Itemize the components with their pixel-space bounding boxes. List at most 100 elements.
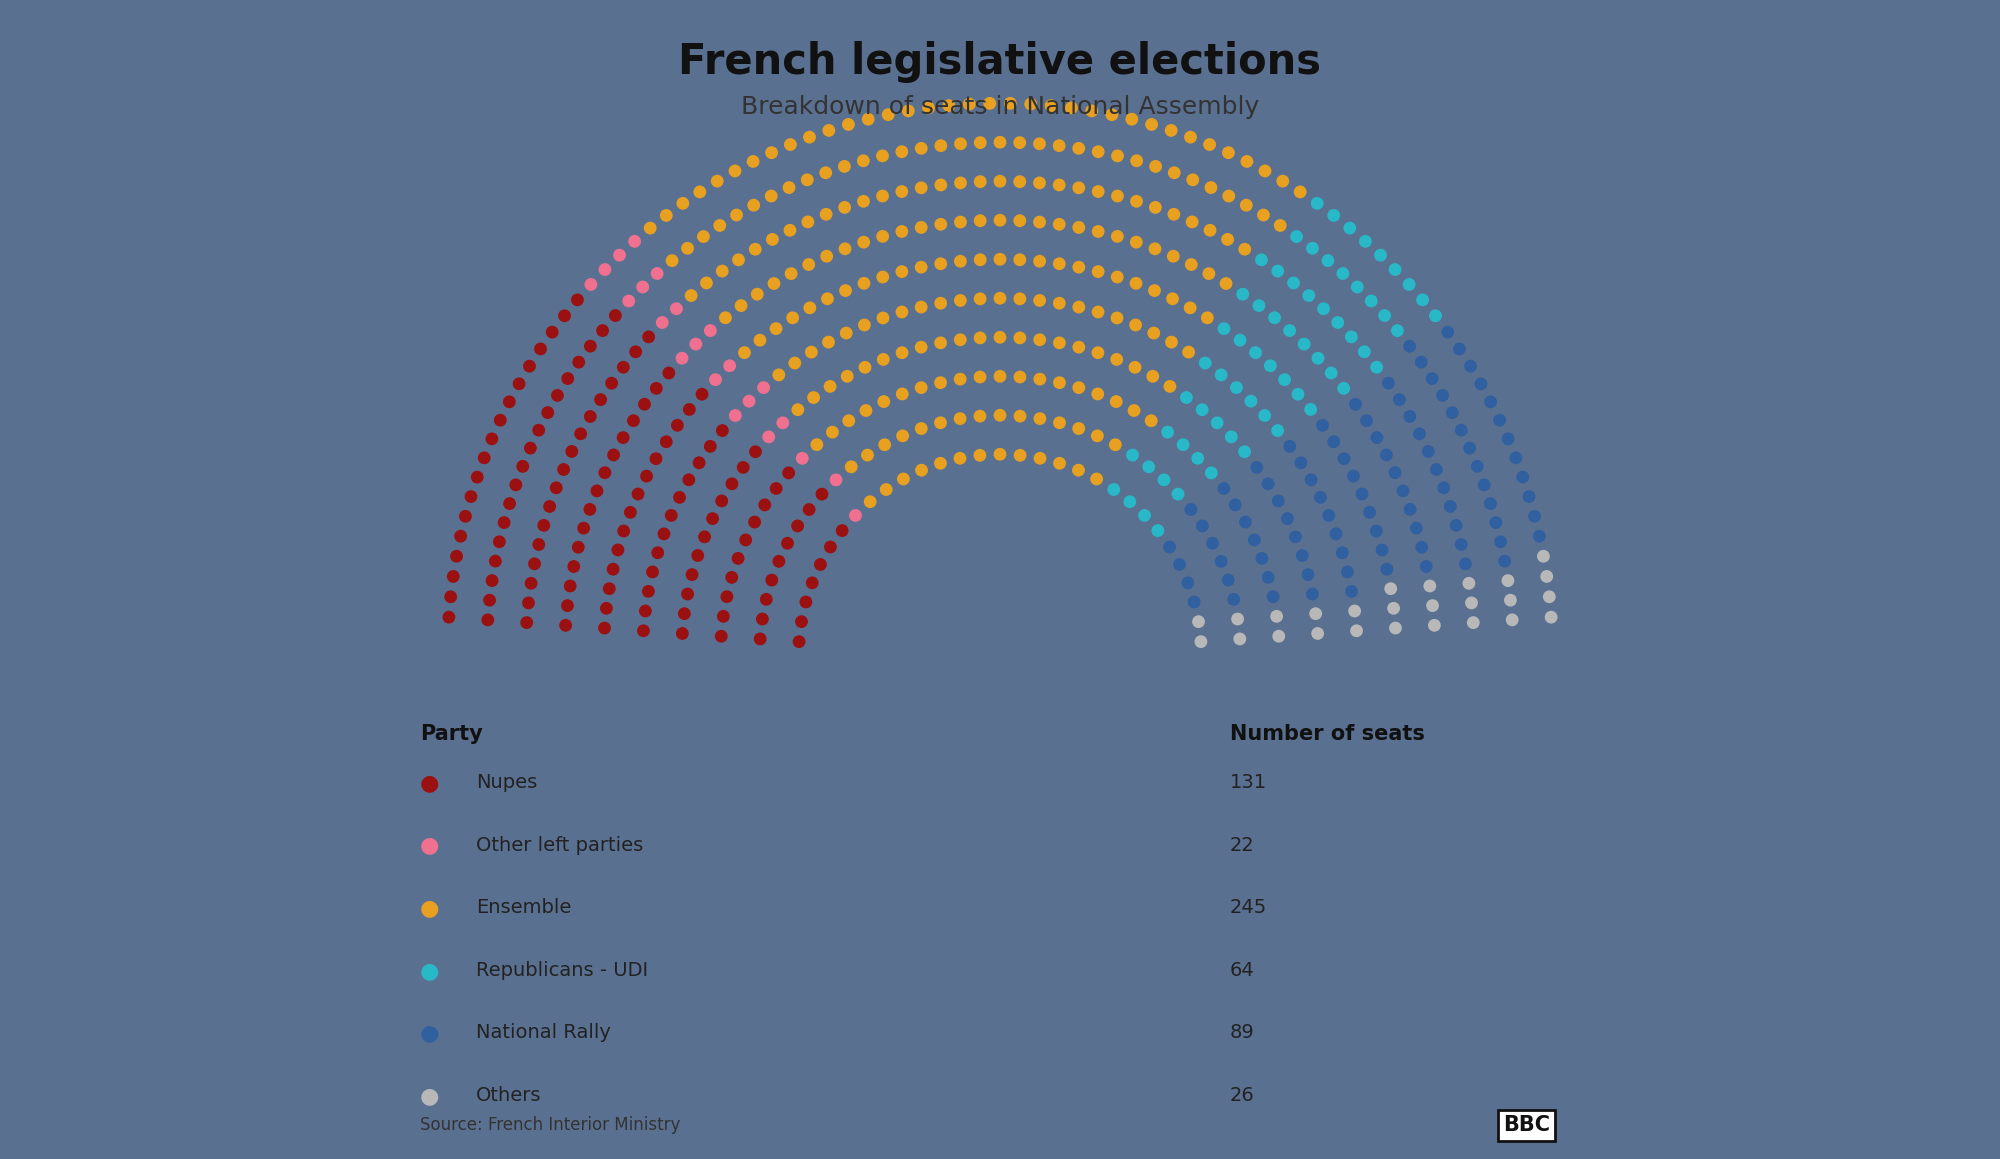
Point bbox=[686, 385, 718, 403]
Point bbox=[540, 479, 572, 497]
Point bbox=[820, 471, 852, 489]
Point bbox=[924, 176, 956, 195]
Point bbox=[694, 321, 726, 340]
Point bbox=[984, 172, 1016, 190]
Point bbox=[650, 206, 682, 225]
Point bbox=[514, 357, 546, 376]
Point bbox=[1148, 471, 1180, 489]
Point bbox=[444, 527, 476, 546]
Point bbox=[1296, 471, 1328, 489]
Point bbox=[1176, 212, 1208, 231]
Point bbox=[632, 582, 664, 600]
Point bbox=[1384, 391, 1416, 409]
Point bbox=[1096, 105, 1128, 124]
Point bbox=[488, 513, 520, 532]
Point bbox=[1194, 221, 1226, 240]
Point bbox=[924, 137, 956, 155]
Point bbox=[1216, 428, 1248, 446]
Point bbox=[1212, 570, 1244, 589]
Point bbox=[1158, 163, 1190, 182]
Point bbox=[1284, 183, 1316, 202]
Text: BBC: BBC bbox=[1504, 1115, 1550, 1136]
Text: Others: Others bbox=[476, 1086, 542, 1105]
Text: Other left parties: Other left parties bbox=[476, 836, 644, 854]
Point bbox=[1224, 331, 1256, 350]
Point bbox=[1192, 264, 1224, 283]
Point bbox=[728, 343, 760, 362]
Point bbox=[1178, 592, 1210, 611]
Point bbox=[848, 192, 880, 211]
Point bbox=[906, 378, 938, 396]
Point bbox=[524, 340, 556, 358]
Text: Party: Party bbox=[420, 724, 482, 744]
Point bbox=[598, 446, 630, 465]
Point bbox=[964, 407, 996, 425]
Point bbox=[852, 110, 884, 129]
Point bbox=[1332, 562, 1364, 581]
Point bbox=[984, 211, 1016, 229]
Point bbox=[964, 329, 996, 348]
Point bbox=[1132, 458, 1164, 476]
Point bbox=[830, 240, 862, 258]
Point bbox=[1340, 621, 1372, 640]
Point bbox=[1210, 275, 1242, 293]
Point bbox=[1252, 568, 1284, 586]
Point bbox=[1536, 607, 1568, 626]
Point bbox=[866, 308, 898, 327]
Point bbox=[1338, 467, 1370, 486]
Point bbox=[886, 427, 918, 445]
Point bbox=[1182, 449, 1214, 467]
Point bbox=[1240, 343, 1272, 362]
Point bbox=[660, 299, 692, 318]
Point bbox=[1138, 282, 1170, 300]
Point bbox=[814, 538, 846, 556]
Text: Nupes: Nupes bbox=[476, 773, 538, 792]
Point bbox=[866, 187, 898, 205]
Point bbox=[574, 337, 606, 356]
Point bbox=[1268, 371, 1300, 389]
Point bbox=[666, 194, 698, 212]
Point bbox=[684, 453, 716, 472]
Point bbox=[1014, 95, 1046, 114]
Point bbox=[744, 629, 776, 648]
Point bbox=[1082, 302, 1114, 321]
Text: Republicans - UDI: Republicans - UDI bbox=[476, 961, 648, 979]
Text: Source: French Interior Ministry: Source: French Interior Ministry bbox=[420, 1116, 680, 1135]
Point bbox=[738, 512, 770, 531]
Point bbox=[796, 574, 828, 592]
Point bbox=[522, 535, 554, 554]
Point bbox=[1484, 532, 1516, 551]
Point bbox=[676, 286, 708, 305]
Point bbox=[1488, 552, 1520, 570]
Point bbox=[608, 358, 640, 377]
Point bbox=[1044, 373, 1076, 392]
Point bbox=[1514, 487, 1546, 505]
Text: 245: 245 bbox=[1230, 898, 1268, 917]
Point bbox=[1426, 386, 1458, 404]
Point bbox=[1506, 468, 1538, 487]
Point bbox=[1350, 232, 1382, 250]
Point bbox=[1474, 495, 1506, 513]
Point bbox=[1212, 231, 1244, 249]
Point bbox=[514, 439, 546, 458]
Point bbox=[684, 183, 716, 202]
Point bbox=[984, 289, 1016, 307]
Point bbox=[1136, 411, 1168, 430]
Point bbox=[562, 538, 594, 556]
Point bbox=[1100, 350, 1132, 369]
Point bbox=[1062, 139, 1094, 158]
Point bbox=[888, 469, 920, 488]
Text: 89: 89 bbox=[1230, 1023, 1254, 1042]
Point bbox=[1120, 192, 1152, 211]
Point bbox=[672, 471, 704, 489]
Point bbox=[1262, 422, 1294, 440]
Point bbox=[840, 506, 872, 525]
Point bbox=[812, 290, 844, 308]
Point bbox=[1208, 479, 1240, 497]
Point bbox=[1004, 173, 1036, 191]
Point bbox=[848, 152, 880, 170]
Point bbox=[1492, 571, 1524, 590]
Point bbox=[1304, 488, 1336, 506]
Text: 131: 131 bbox=[1230, 773, 1268, 792]
Text: ●: ● bbox=[420, 961, 440, 981]
